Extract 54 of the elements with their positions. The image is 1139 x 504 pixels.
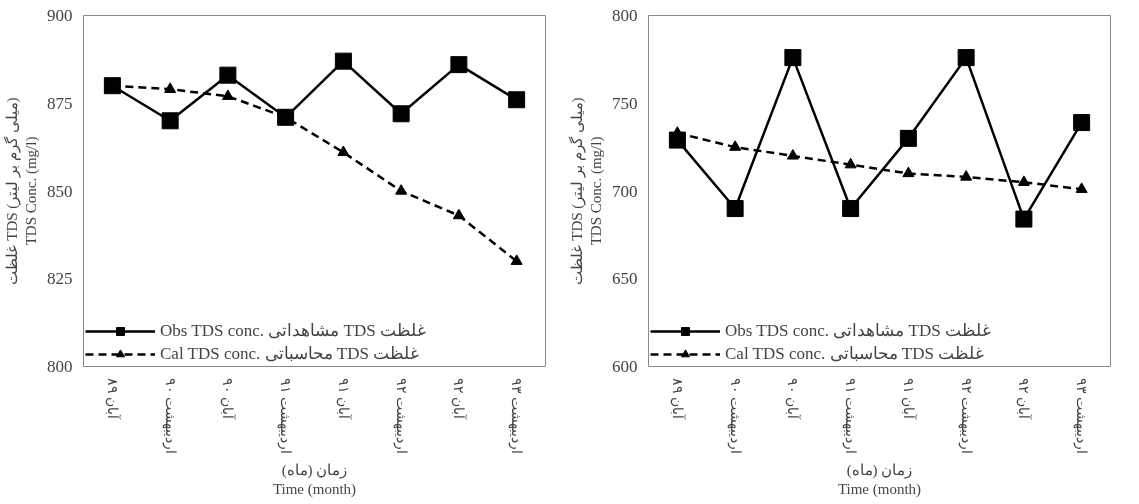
- point: [902, 166, 915, 178]
- point: [395, 184, 408, 195]
- point: [1015, 210, 1033, 228]
- x-tick-label: اردیبهشت ۹۰: [726, 377, 743, 454]
- x-tick-label: اردیبهشت ۹۲: [392, 377, 409, 454]
- point: [1017, 175, 1030, 186]
- y-tick-label: 825: [47, 269, 73, 289]
- point: [334, 52, 352, 70]
- x-tick-label: آبان ۹۱: [335, 377, 353, 420]
- x-tick-label: اردیبهشت ۹۰: [161, 377, 178, 454]
- x-tick-label: اردیبهشت ۹۲: [957, 377, 974, 454]
- point: [786, 149, 799, 160]
- x-tick-label: آبان ۸۹: [104, 377, 122, 420]
- legend-label: Cal TDS conc. محاسباتی TDS غلظت: [725, 343, 985, 364]
- point: [337, 145, 350, 157]
- point: [957, 49, 975, 67]
- point: [1073, 114, 1091, 132]
- point: [452, 208, 465, 220]
- y-tick-label: 900: [47, 6, 73, 25]
- point: [844, 157, 857, 169]
- y-tick-label: 750: [612, 93, 638, 113]
- legend-label: Obs TDS conc. مشاهداتی TDS غلظت: [160, 320, 426, 341]
- point: [161, 112, 179, 130]
- x-tick-label: آبان ۹۰: [785, 377, 803, 420]
- point: [729, 140, 742, 151]
- x-tick-label: آبان ۸۹: [669, 377, 687, 420]
- y-tick-label: 650: [612, 269, 638, 289]
- y-tick-label: 800: [612, 6, 638, 25]
- x-tick-label: اردیبهشت ۹۱: [842, 377, 859, 454]
- point: [221, 89, 234, 100]
- point: [1075, 182, 1088, 193]
- y-tick-label: 700: [612, 181, 638, 201]
- legend-label: Cal TDS conc. محاسباتی TDS غلظت: [160, 343, 420, 364]
- x-tick-label: آبان ۹۲: [451, 377, 469, 420]
- point: [510, 254, 523, 265]
- point: [899, 129, 917, 147]
- y-tick-label: 875: [47, 93, 73, 113]
- x-tick-label: آبان ۹۱: [900, 377, 918, 420]
- y-tick-label: 800: [47, 357, 73, 376]
- x-tick-label: آبان ۹۰: [220, 377, 238, 420]
- point: [164, 82, 177, 93]
- legend-label: Obs TDS conc. مشاهداتی TDS غلظت: [725, 320, 991, 341]
- point: [219, 66, 237, 84]
- x-tick-label: اردیبهشت ۹۱: [277, 377, 294, 454]
- point: [450, 56, 468, 74]
- x-tick-label: اردیبهشت ۹۳: [1073, 377, 1090, 454]
- point: [392, 105, 410, 123]
- y-tick-label: 850: [47, 181, 73, 201]
- point: [960, 170, 973, 181]
- point: [784, 49, 802, 67]
- x-tick-label: اردیبهشت ۹۳: [508, 377, 525, 454]
- point: [508, 91, 526, 109]
- x-tick-label: آبان ۹۲: [1016, 377, 1034, 420]
- y-tick-label: 600: [612, 357, 638, 376]
